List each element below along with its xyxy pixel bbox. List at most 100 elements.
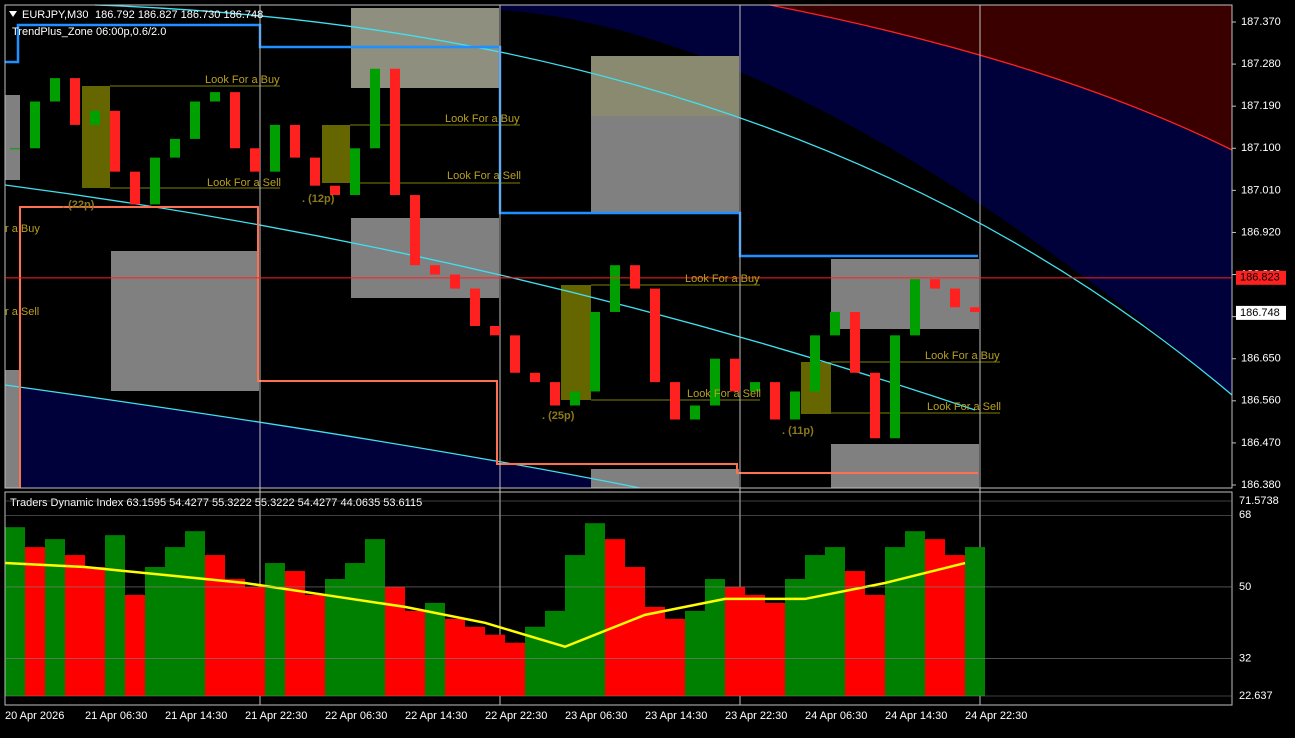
candle	[450, 274, 460, 289]
time-label: 23 Apr 06:30	[565, 710, 627, 722]
tdi-bar	[225, 578, 245, 696]
candle	[430, 265, 440, 275]
candle	[590, 311, 600, 392]
tdi-bar	[25, 547, 45, 696]
tdi-bar	[845, 571, 865, 696]
tdi-bar	[725, 586, 745, 696]
last-price-box	[1236, 305, 1286, 320]
tdi-bar	[185, 531, 205, 696]
candle	[890, 335, 900, 439]
candle	[950, 288, 960, 308]
price-label: 187.010	[1241, 184, 1281, 196]
candle	[910, 279, 920, 336]
zone-box	[111, 251, 259, 391]
candle	[750, 382, 760, 392]
candle	[870, 372, 880, 439]
price-label: 186.650	[1241, 353, 1281, 365]
tdi-bar	[125, 594, 145, 696]
price-label: 186.560	[1241, 395, 1281, 407]
current-price-box	[1236, 270, 1286, 285]
candle	[350, 148, 360, 196]
candle	[530, 372, 540, 383]
zone-box	[5, 370, 20, 488]
price-label: 186.920	[1241, 226, 1281, 238]
main-frame	[4, 4, 1233, 489]
tdi-bar	[905, 531, 925, 696]
red-zone	[770, 5, 1232, 150]
candle	[210, 92, 220, 102]
tdi-bar	[405, 610, 425, 696]
tdi-bar	[965, 547, 985, 696]
pip-label: . (12p)	[302, 193, 335, 205]
candle	[730, 358, 740, 392]
pip-label: . (22p)	[62, 199, 95, 211]
candle	[570, 391, 580, 406]
tdi-bar	[545, 610, 565, 696]
sub-frame	[4, 491, 1233, 706]
indicator-name: TrendPlus_Zone 06:00p,0.6/2.0	[12, 26, 166, 38]
tdi-bar	[945, 555, 965, 696]
candle	[170, 138, 180, 158]
time-label: 21 Apr 14:30	[165, 710, 227, 722]
tdi-bar	[285, 571, 305, 696]
tdi-bar	[745, 594, 765, 696]
tdi-bar	[705, 578, 725, 696]
candle	[290, 124, 300, 158]
channel-line	[4, 384, 641, 489]
tdi-tick-label: 71.5738	[1239, 495, 1279, 507]
channel-line	[4, 184, 976, 411]
zone-label: Look For a Buy	[205, 74, 280, 86]
candle	[670, 382, 680, 420]
tdi-bar	[485, 634, 505, 696]
candle	[690, 405, 700, 420]
candle	[650, 288, 660, 383]
tdi-bar	[645, 606, 665, 696]
tdi-bar	[785, 578, 805, 696]
candle	[250, 148, 260, 172]
candle	[850, 311, 860, 373]
zone-label: Look For a Buy	[685, 273, 760, 285]
time-label: 24 Apr 14:30	[885, 710, 947, 722]
zones	[4, 4, 1233, 489]
tdi-bar	[605, 539, 625, 696]
pip-box	[322, 125, 350, 183]
price-label: 187.370	[1241, 16, 1281, 28]
tdi-bar	[365, 539, 385, 696]
candle	[970, 307, 980, 312]
candle	[10, 148, 20, 150]
zone-label: r a Sell	[5, 306, 39, 318]
tdi-tick-label: 32	[1239, 653, 1251, 665]
tdi-bar	[345, 563, 365, 696]
candle	[770, 382, 780, 420]
time-label: 24 Apr 22:30	[965, 710, 1027, 722]
candle	[790, 391, 800, 420]
upper-channel	[500, 5, 1232, 395]
zone-label: r a Buy	[5, 223, 40, 235]
tdi-bar	[925, 539, 945, 696]
candle	[610, 265, 620, 312]
candle	[50, 78, 60, 102]
current-price-label: 186.823	[1240, 272, 1280, 284]
candle	[270, 124, 280, 172]
tdi-bar	[465, 626, 485, 696]
candle	[70, 78, 80, 125]
time-label: 23 Apr 14:30	[645, 710, 707, 722]
tdi-bar	[585, 523, 605, 696]
red-curve	[769, 4, 1233, 151]
candle	[310, 157, 320, 186]
candle	[410, 195, 420, 266]
zone-label: Look For a Buy	[445, 113, 520, 125]
zone-label: Look For a Buy	[925, 350, 1000, 362]
tdi-bar	[505, 642, 525, 696]
menu-arrow[interactable]	[9, 11, 17, 17]
tdi-bar	[625, 567, 645, 696]
time-label: 22 Apr 06:30	[325, 710, 387, 722]
zone-box	[831, 444, 979, 488]
tdi-bar	[865, 594, 885, 696]
candle	[90, 110, 100, 125]
time-label: 22 Apr 22:30	[485, 710, 547, 722]
zone-box	[5, 95, 20, 180]
tdi-bar	[885, 547, 905, 696]
pip-box	[561, 285, 591, 400]
